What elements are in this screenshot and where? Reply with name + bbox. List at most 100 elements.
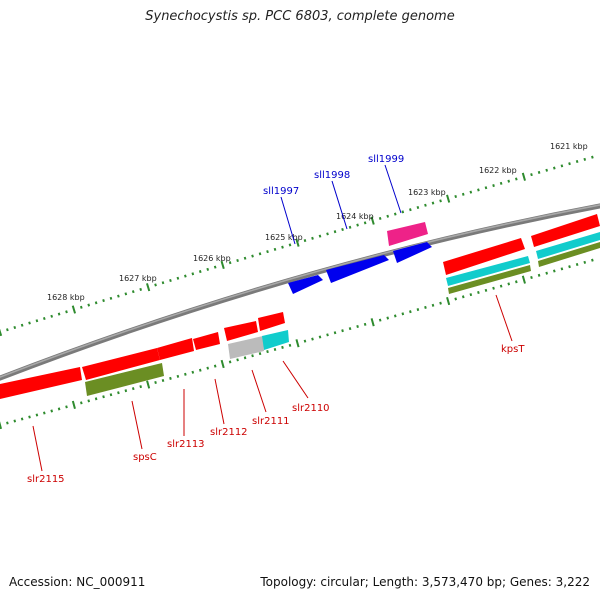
upper-minor-tick — [131, 290, 135, 294]
gene-cyan-right-2[interactable] — [536, 232, 600, 259]
label-slr2113[interactable]: slr2113 — [167, 439, 205, 450]
upper-minor-tick — [431, 201, 435, 205]
forward-strand-genes — [288, 222, 432, 294]
label-slr2111[interactable]: slr2111 — [252, 416, 290, 427]
gene-cyan-mid[interactable] — [262, 330, 289, 350]
gene-sll1999[interactable] — [393, 242, 432, 263]
lower-major-tick — [146, 380, 151, 389]
gene-red-mid-4[interactable] — [157, 338, 194, 360]
upper-minor-tick — [109, 296, 113, 300]
lower-major-tick — [71, 400, 76, 410]
label-sll1999[interactable]: sll1999 — [368, 154, 404, 165]
lower-minor-tick — [13, 419, 17, 423]
lower-minor-tick — [514, 280, 518, 284]
lower-minor-tick — [266, 350, 269, 354]
gene-sll1997[interactable] — [288, 275, 323, 294]
lower-minor-tick — [117, 391, 120, 395]
upper-minor-tick — [326, 232, 329, 236]
lower-minor-tick — [169, 376, 172, 380]
upper-minor-tick — [6, 328, 9, 332]
lower-minor-tick — [560, 267, 564, 271]
lower-minor-tick — [409, 310, 412, 314]
upper-minor-tick — [206, 267, 210, 271]
gene-red-right-2[interactable] — [531, 214, 600, 247]
upper-minor-tick — [507, 179, 511, 183]
label-sll1997[interactable]: sll1997 — [263, 186, 299, 197]
label-slr2115[interactable]: slr2115 — [27, 474, 65, 485]
lower-minor-tick — [477, 290, 480, 295]
gene-spsC-block[interactable] — [85, 363, 164, 396]
lower-minor-tick — [243, 356, 247, 360]
lower-minor-tick — [87, 399, 91, 403]
upper-minor-tick — [575, 160, 579, 164]
upper-minor-tick — [251, 254, 254, 258]
upper-minor-tick — [102, 299, 105, 303]
upper-minor-tick — [266, 250, 269, 254]
lower-minor-tick — [273, 347, 277, 352]
lower-minor-tick — [6, 421, 9, 425]
gene-magenta-block[interactable] — [387, 222, 428, 246]
lower-minor-tick — [20, 417, 24, 421]
lower-minor-tick — [251, 354, 254, 358]
lower-minor-tick — [318, 335, 322, 339]
lower-minor-tick — [507, 282, 511, 286]
upper-minor-tick — [65, 310, 68, 314]
genome-summary-text: Topology: circular; Length: 3,573,470 bp… — [260, 575, 590, 589]
upper-minor-tick — [198, 270, 202, 274]
lower-minor-tick — [424, 305, 427, 309]
gene-olive-right-2[interactable] — [538, 242, 600, 267]
reverse-strand-genes — [0, 214, 600, 399]
gene-red-mid-2[interactable] — [224, 321, 258, 341]
lower-minor-tick — [35, 413, 39, 417]
leader-slr2115 — [32, 425, 43, 472]
lower-minor-tick — [568, 265, 571, 269]
gene-red-mid-1[interactable] — [258, 312, 285, 331]
upper-minor-tick — [583, 157, 587, 161]
upper-minor-tick — [461, 192, 465, 196]
gene-red-mid-5[interactable] — [82, 348, 160, 380]
leader-slr2112 — [214, 378, 225, 425]
upper-minor-tick — [409, 208, 412, 212]
gene-sll1998[interactable] — [326, 255, 389, 283]
lower-minor-tick — [545, 271, 549, 275]
scale-label-1625: 1625 kbp — [265, 233, 303, 242]
lower-minor-tick — [552, 269, 556, 273]
lower-minor-tick — [461, 295, 465, 299]
lower-major-tick — [220, 359, 225, 369]
lower-minor-tick — [131, 387, 135, 391]
lower-minor-tick — [28, 415, 31, 419]
gene-labels: sll1997 sll1998 sll1999 kpsT slr2110 slr… — [27, 154, 525, 485]
upper-minor-tick — [13, 325, 17, 330]
gene-red-right-1[interactable] — [443, 238, 525, 275]
label-slr2112[interactable]: slr2112 — [210, 427, 248, 438]
upper-minor-tick — [311, 236, 314, 240]
upper-major-tick — [295, 238, 300, 247]
gene-olive-right-1[interactable] — [448, 265, 531, 294]
upper-minor-tick — [363, 221, 367, 225]
label-sll1998[interactable]: sll1998 — [314, 170, 350, 181]
upper-minor-tick — [42, 316, 46, 321]
lower-scale-ticks — [0, 258, 594, 430]
upper-minor-tick — [469, 190, 473, 194]
label-slr2110[interactable]: slr2110 — [292, 403, 330, 414]
upper-minor-tick — [184, 274, 187, 278]
upper-minor-tick — [281, 245, 284, 249]
upper-minor-tick — [477, 188, 480, 192]
lower-minor-tick — [139, 385, 142, 389]
label-kpsT[interactable]: kpsT — [501, 344, 525, 355]
lower-minor-tick — [80, 401, 83, 405]
leader-sll1998 — [331, 180, 348, 230]
upper-minor-tick — [318, 234, 322, 238]
upper-minor-tick — [273, 247, 277, 251]
label-spsC[interactable]: spsC — [133, 452, 157, 463]
gene-red-mid-3[interactable] — [193, 332, 220, 350]
upper-minor-tick — [243, 256, 247, 260]
lower-minor-tick — [94, 397, 98, 401]
gene-cyan-right-1[interactable] — [446, 256, 530, 286]
gene-red-left[interactable] — [0, 367, 82, 399]
lower-minor-tick — [439, 301, 442, 305]
upper-minor-tick — [514, 177, 518, 181]
lower-minor-tick — [161, 378, 165, 382]
gene-grey-block[interactable] — [228, 336, 264, 359]
